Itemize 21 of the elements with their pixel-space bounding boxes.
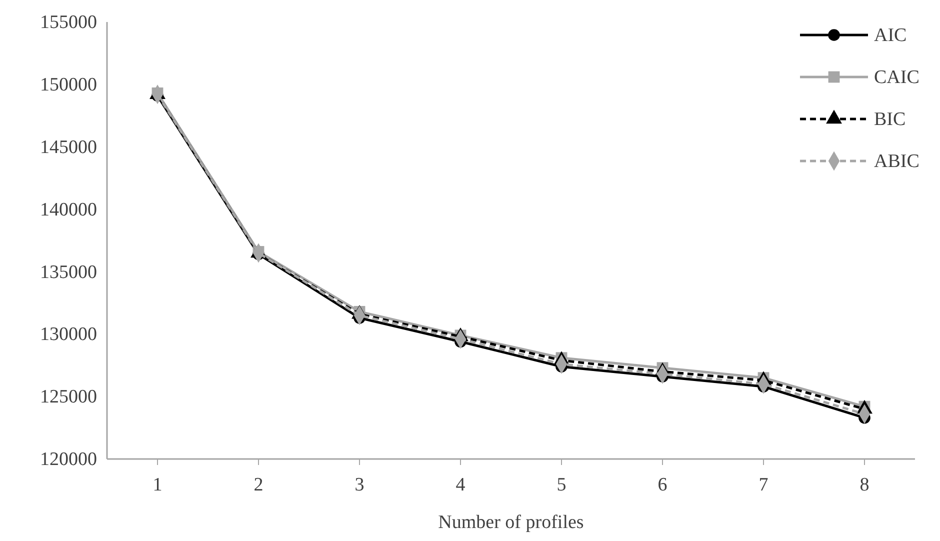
- y-tick-label: 140000: [40, 199, 97, 220]
- x-axis-title: Number of profiles: [438, 512, 584, 533]
- y-tick-label: 130000: [40, 324, 97, 346]
- x-tick-label: 5: [556, 474, 566, 496]
- x-tick-label: 7: [758, 474, 768, 496]
- x-tick-label: 6: [658, 474, 668, 496]
- legend-label: AIC: [874, 25, 907, 46]
- y-tick-label: 125000: [40, 386, 97, 408]
- legend-label: ABIC: [874, 151, 920, 172]
- legend-label: BIC: [874, 109, 906, 130]
- x-tick-label: 1: [152, 474, 162, 496]
- legend-label: CAIC: [874, 67, 920, 88]
- y-tick-label: 155000: [40, 12, 97, 34]
- x-tick-label: 3: [354, 474, 364, 496]
- y-tick-label: 150000: [40, 74, 97, 96]
- y-tick-label: 145000: [40, 136, 97, 158]
- x-tick-label: 4: [456, 474, 466, 496]
- x-tick-label: 2: [254, 474, 264, 496]
- x-tick-label: 8: [860, 474, 870, 496]
- y-tick-label: 135000: [40, 262, 97, 283]
- y-tick-label: 120000: [40, 449, 97, 470]
